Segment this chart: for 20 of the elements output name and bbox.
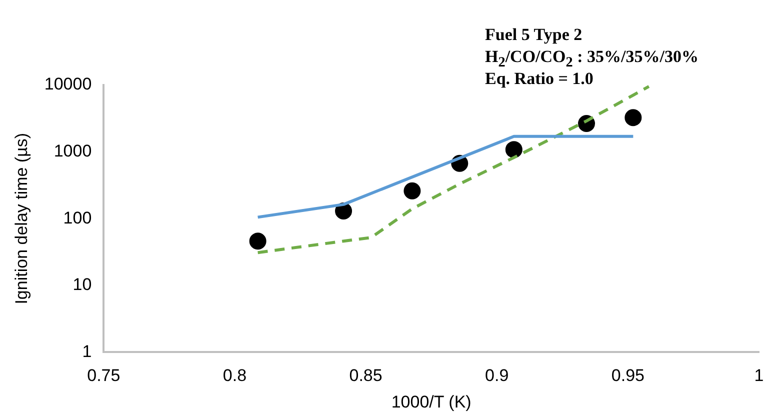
point xyxy=(404,182,421,200)
x-tick-label: 0.8 xyxy=(222,366,247,386)
y-tick-label: 10000 xyxy=(44,74,92,94)
text: H$_{2}$/CO/CO$_{2}$ : 35%/35%/30% xyxy=(485,46,698,70)
point xyxy=(505,141,522,158)
y-tick-label: 1 xyxy=(82,342,92,361)
x-tick-label: 1 xyxy=(754,366,764,386)
x-tick-label: 0.95 xyxy=(611,366,644,386)
annotation: Eq. Ratio = 1.0 xyxy=(485,68,594,90)
x-tick-label: 0.85 xyxy=(349,366,382,386)
y-axis-title: Ignition delay time (µs) xyxy=(12,132,31,304)
y-tick-label: 10 xyxy=(72,275,92,294)
y-tick-label: 100 xyxy=(63,208,92,228)
x-tick-label: 0.75 xyxy=(87,366,120,386)
y-tick-label: 1000 xyxy=(54,141,92,160)
point xyxy=(624,109,642,126)
text: Fuel 5 Type 2 xyxy=(485,24,584,46)
x-axis-title: 1000/T (K) xyxy=(391,392,472,412)
point xyxy=(249,232,266,250)
x-tick-label: 0.9 xyxy=(485,366,509,386)
